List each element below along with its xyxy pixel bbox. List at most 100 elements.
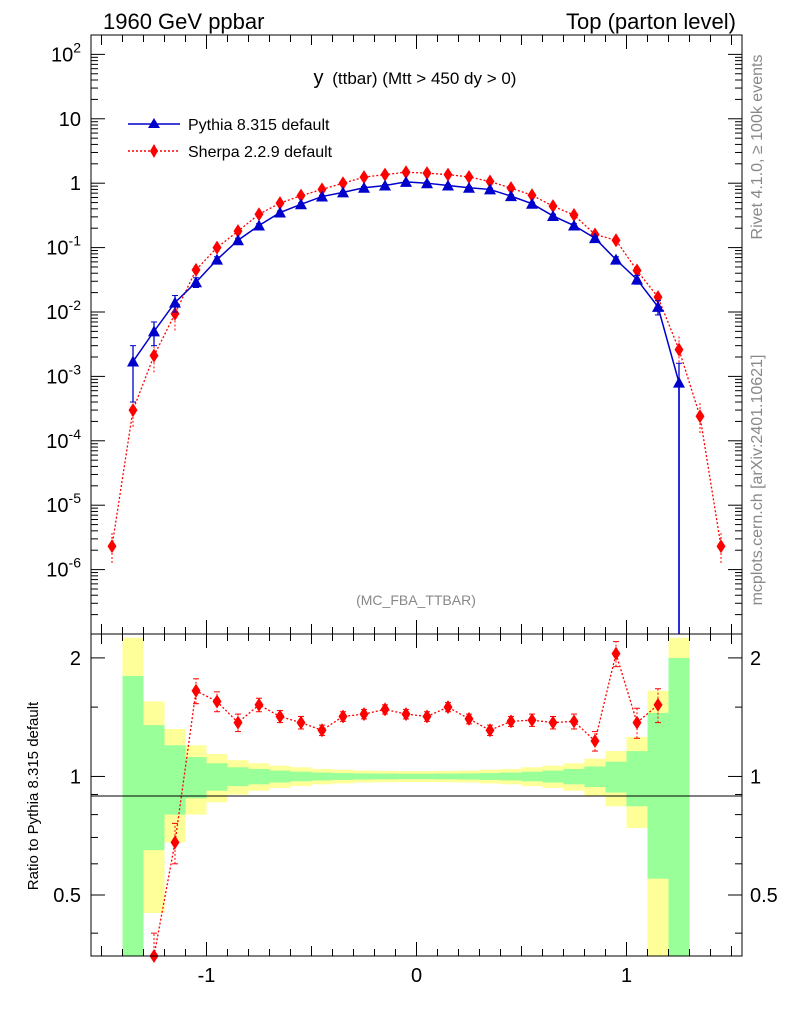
ratio-point-sherpa [506,714,516,729]
y-tick-label: 10-4 [46,426,81,453]
point-sherpa [233,224,243,239]
point-pythia [505,190,517,202]
ratio-band-green [437,773,459,780]
point-sherpa [422,166,432,181]
ratio-band-green [164,745,186,815]
ratio-band-green [563,768,585,785]
y-tick-label: 102 [51,39,81,66]
point-pythia [589,232,601,244]
ratio-band-green [416,773,438,780]
point-pythia [463,181,475,193]
ratio-panel: 2 2 1 1 0.5 0.5 -1 0 1 Ratio to Pythia 8.315 de… [25,633,778,987]
point-pythia [232,234,244,246]
ratio-point-sherpa [443,700,453,715]
point-pythia [673,376,685,388]
point-sherpa [716,539,726,554]
ratio-point-sherpa [590,734,600,749]
y-tick-base: 10 [51,44,73,66]
legend: Pythia 8.315 default Sherpa 2.2.9 defaul… [128,117,333,161]
ratio-point-sherpa [653,697,663,712]
ratio-point-sherpa [191,683,201,698]
y-tick-label: 10 [59,109,81,131]
y-tick-exponent: -4 [69,426,82,442]
ratio-band-green [290,771,312,782]
point-pythia [316,190,328,202]
point-sherpa [254,207,264,222]
point-pythia [442,179,454,191]
title-variable: y [314,67,324,89]
process-label: Top (parton level) [566,9,736,34]
ratio-point-sherpa [611,646,621,661]
y-tick-base: 10 [59,109,81,131]
point-sherpa [443,167,453,182]
series-line-pythia [132,181,680,383]
main-series [107,165,726,634]
legend-marker-sherpa [150,144,158,158]
ratio-point-sherpa [254,697,264,712]
point-pythia [631,273,643,285]
legend-label-pythia: Pythia 8.315 default [188,117,330,134]
point-sherpa [632,263,642,278]
point-sherpa [359,170,369,185]
ratio-point-sherpa [527,713,537,728]
point-pythia [358,181,370,193]
point-pythia [379,179,391,191]
y-tick-base: 10 [46,238,68,260]
point-sherpa [401,165,411,180]
ratio-point-sherpa [464,711,474,726]
ratio-band-green [668,657,690,956]
point-sherpa [149,348,159,363]
ratio-point-sherpa [338,709,348,724]
y-tick-label: 10-6 [46,555,81,582]
ratio-point-sherpa [317,723,327,738]
ratio-series [149,641,663,963]
x-tick-label: -1 [198,965,216,987]
ratio-band-green [605,761,627,793]
y-tick-exponent: -5 [69,490,82,506]
point-pythia [169,296,181,308]
analysis-tag: (MC_FBA_TTBAR) [356,592,476,608]
y-tick-label: 10-2 [46,297,81,324]
y-tick-base: 10 [46,366,68,388]
point-sherpa [569,208,579,223]
ratio-y-axis: 2 2 1 1 0.5 0.5 [53,648,778,934]
point-sherpa [695,409,705,424]
x-tick-label: 0 [411,965,422,987]
ratio-tick-label-left: 2 [70,648,81,670]
y-tick-label: 10-3 [46,361,81,388]
point-sherpa [107,539,117,554]
plot-title: y (ttbar) (Mtt > 450 dy > 0) [314,67,517,89]
ratio-point-sherpa [359,707,369,722]
ratio-band-green [311,772,333,781]
point-sherpa [464,169,474,184]
point-sherpa [506,181,516,196]
series-line-sherpa [111,171,722,547]
point-sherpa [485,174,495,189]
ratio-tick-label-right: 2 [750,648,761,670]
ratio-band-green [143,725,165,851]
ratio-band-green [185,757,207,799]
point-sherpa [275,196,285,211]
y-tick-base: 10 [46,560,68,582]
energy-label: 1960 GeV ppbar [103,9,264,34]
ratio-point-sherpa [632,715,642,730]
rivet-label: Rivet 4.1.0, ≥ 100k events [749,55,766,240]
y-tick-label: 1 [70,173,81,195]
ratio-point-sherpa [275,709,285,724]
main-x-ticks [101,35,732,634]
ratio-band-green [542,770,564,783]
point-pythia [211,253,223,265]
point-sherpa [380,167,390,182]
point-pythia [148,325,160,337]
ratio-point-sherpa [401,707,411,722]
point-pythia [652,300,664,312]
y-tick-label: 10-5 [46,490,81,517]
y-tick-exponent: -2 [69,297,82,313]
x-tick-label: 1 [621,965,632,987]
point-pythia [526,197,538,209]
point-sherpa [317,182,327,197]
ratio-tick-label-right: 0.5 [750,885,778,907]
ratio-point-sherpa [212,694,222,709]
point-pythia [253,219,265,231]
